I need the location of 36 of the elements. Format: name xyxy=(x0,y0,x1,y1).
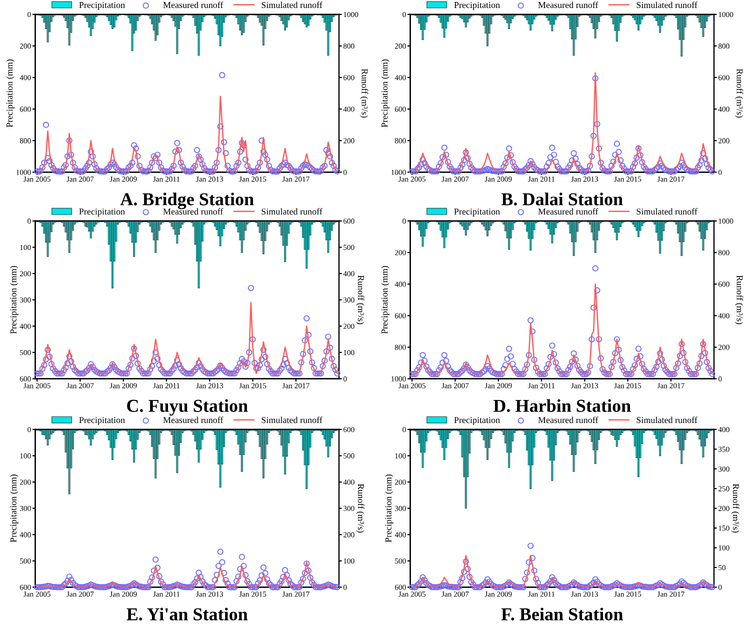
y2-axis-title: Runoff (m³/s) xyxy=(734,68,744,118)
y-axis-title: Precipitation (mm) xyxy=(10,474,18,542)
y-axis-title: Precipitation (mm) xyxy=(10,266,18,334)
legend-label: Precipitation xyxy=(79,2,125,10)
y-axis-title: Precipitation (mm) xyxy=(381,266,390,334)
legend-label: Precipitation xyxy=(454,208,500,216)
legend-label: Simulated runoff xyxy=(636,208,698,215)
text: F. Beian Station xyxy=(501,608,623,620)
y2-axis-title: Runoff (m³/s) xyxy=(356,275,364,324)
legend-label: Precipitation xyxy=(454,417,500,425)
legend-label: Simulated runoff xyxy=(262,208,322,215)
text: E. Yi'an Station xyxy=(126,608,248,620)
y-axis-title: Precipitation (mm) xyxy=(381,59,390,128)
y2-axis-title: Runoff (m³/s) xyxy=(360,68,368,118)
legend-label: Simulated runoff xyxy=(262,416,322,424)
legend-label: Measured runoff xyxy=(163,2,224,8)
y-axis-title: Precipitation (mm) xyxy=(6,59,14,128)
text: B. Dalai Station xyxy=(501,192,623,206)
text: D. Harbin Station xyxy=(493,399,631,412)
text: C. Fuyu Station xyxy=(127,399,248,416)
legend-label: Simulated runoff xyxy=(262,2,322,8)
legend-label: Precipitation xyxy=(454,2,500,10)
legend-label: Precipitation xyxy=(79,417,125,425)
text: A. Bridge Station xyxy=(120,192,254,210)
legend-label: Measured runoff xyxy=(538,2,598,8)
legend-label: Measured runoff xyxy=(163,208,224,215)
legend-label: Simulated runoff xyxy=(636,2,698,8)
legend-label: Simulated runoff xyxy=(636,416,698,424)
y2-axis-title: Runoff (m³/s) xyxy=(734,275,744,324)
legend-label: Measured runoff xyxy=(163,416,224,424)
y-axis-title: Precipitation (mm) xyxy=(385,474,394,542)
legend-label: Measured runoff xyxy=(538,416,598,424)
y2-axis-title: Runoff (m³/s) xyxy=(356,484,364,533)
legend-label: Precipitation xyxy=(79,208,125,216)
y2-axis-title: Runoff (m³/s) xyxy=(731,484,740,533)
legend-label: Measured runoff xyxy=(538,208,598,215)
